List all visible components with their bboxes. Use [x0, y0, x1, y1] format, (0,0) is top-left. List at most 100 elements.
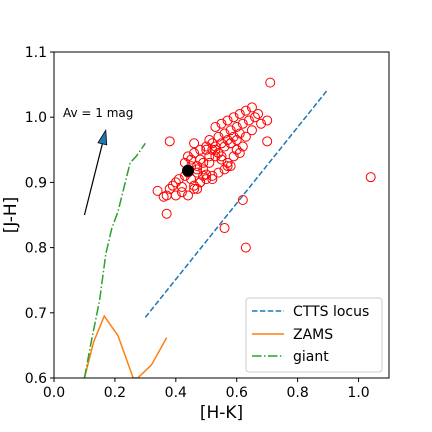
data-point	[189, 148, 200, 159]
plot-frame	[53, 51, 390, 379]
y-tick-label: 1.1	[25, 45, 47, 61]
data-point	[213, 148, 224, 159]
data-point	[210, 141, 221, 152]
data-point	[204, 157, 215, 168]
y-tick-label: 0.7	[25, 306, 47, 322]
y-axis-label: [J-H]	[1, 197, 21, 234]
y-tick-label: 0.6	[25, 371, 47, 387]
data-point	[213, 167, 224, 178]
series-line-ctts-locus	[144, 88, 329, 318]
data-point	[228, 131, 239, 142]
data-point	[234, 108, 245, 119]
data-point	[195, 177, 206, 188]
data-point	[183, 190, 193, 201]
data-point	[225, 138, 236, 149]
legend-box	[245, 297, 383, 373]
y-tick-label: 1.0	[25, 110, 47, 126]
legend-label-giant: giant	[293, 349, 329, 365]
series-line-zams	[83, 314, 168, 378]
legend-label-ctts-locus: CTTS locus	[293, 304, 369, 320]
data-point	[222, 157, 233, 168]
data-point	[265, 77, 276, 88]
data-point	[365, 172, 376, 183]
plot-layer	[83, 77, 376, 378]
data-point	[216, 118, 227, 129]
x-tick-label: 0.4	[165, 385, 187, 401]
data-point	[225, 161, 236, 172]
data-point	[207, 138, 218, 149]
x-tick-label: 0.8	[287, 385, 309, 401]
x-tick-label: 0.6	[226, 385, 248, 401]
extinction-arrow-shaft	[83, 143, 103, 216]
extinction-annotation-text: Av = 1 mag	[63, 106, 133, 120]
highlighted-point	[182, 164, 194, 177]
y-tick-label: 0.8	[25, 241, 47, 257]
data-point	[152, 185, 163, 196]
legend-label-zams: ZAMS	[293, 327, 333, 343]
data-point	[210, 151, 221, 162]
data-point	[237, 141, 248, 152]
data-point	[192, 161, 203, 172]
data-point	[192, 183, 203, 194]
data-point	[164, 136, 175, 147]
data-point	[222, 135, 233, 146]
data-point	[228, 112, 239, 123]
data-point	[189, 183, 200, 194]
x-tick-label: 0.0	[43, 385, 65, 401]
series-line-giant	[83, 142, 146, 378]
data-point	[256, 118, 267, 129]
data-point	[176, 181, 187, 192]
data-point	[216, 154, 227, 165]
data-point	[195, 154, 206, 165]
data-point	[222, 115, 233, 126]
data-point	[207, 144, 218, 155]
y-tick-label: 0.9	[25, 175, 47, 191]
legend: CTTS locus ZAMS giant	[245, 297, 383, 373]
data-point	[219, 164, 230, 175]
data-point	[164, 183, 175, 194]
data-point	[161, 208, 172, 219]
x-axis-label: [H-K]	[200, 403, 243, 423]
x-tick-label: 1.0	[347, 385, 369, 401]
data-point	[195, 144, 206, 155]
data-point	[228, 151, 239, 162]
data-point	[240, 131, 251, 142]
data-point	[246, 102, 257, 113]
data-point	[219, 128, 230, 139]
data-point	[237, 118, 248, 129]
annotation-layer: Av = 1 mag	[63, 106, 133, 216]
extinction-arrow-head	[97, 128, 108, 146]
data-point	[204, 135, 215, 146]
data-point	[262, 136, 273, 147]
data-point	[219, 223, 230, 234]
data-point	[243, 115, 254, 126]
data-point	[262, 115, 273, 126]
data-point	[234, 148, 245, 159]
data-point	[216, 151, 227, 162]
data-point	[176, 187, 187, 198]
data-point	[210, 121, 221, 132]
data-point	[189, 180, 200, 191]
data-point	[237, 195, 248, 205]
data-point	[240, 105, 251, 116]
data-point	[250, 112, 260, 123]
data-point	[198, 157, 209, 168]
data-point	[170, 190, 181, 201]
x-tick-label: 0.2	[104, 385, 126, 401]
data-point	[189, 138, 200, 149]
data-point	[222, 161, 233, 172]
data-point	[201, 174, 212, 185]
data-point	[234, 128, 245, 139]
data-point	[198, 164, 209, 175]
data-point	[201, 144, 212, 155]
data-point	[225, 125, 236, 136]
data-point	[231, 144, 242, 155]
data-point	[183, 151, 193, 162]
data-point	[213, 131, 224, 142]
data-point	[204, 151, 215, 162]
data-point	[207, 170, 218, 181]
data-point	[246, 125, 257, 136]
data-point	[253, 108, 264, 119]
